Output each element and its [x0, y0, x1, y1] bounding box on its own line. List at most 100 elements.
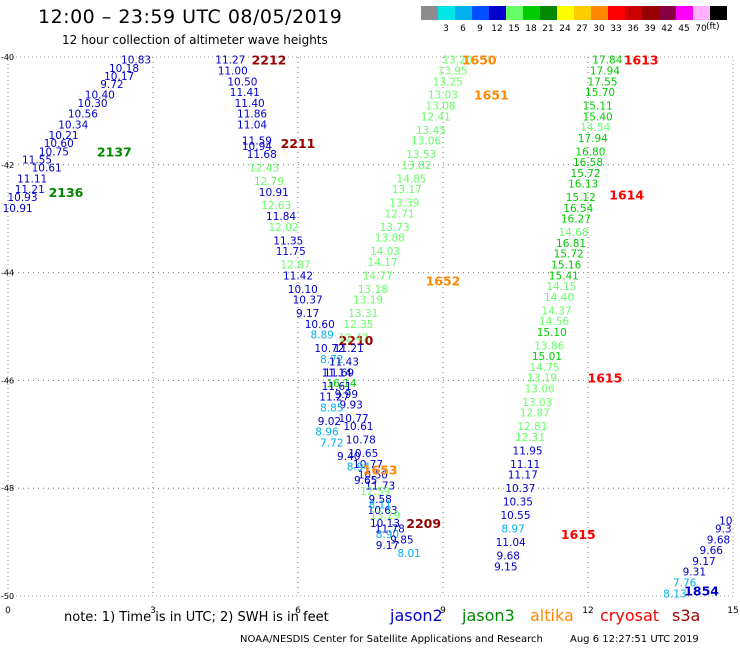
wave-height-value: 15.40	[583, 111, 613, 123]
lat-tick-label: -44	[1, 269, 14, 278]
wave-height-value: 13.08	[426, 101, 456, 113]
wave-height-value: 16.81	[556, 238, 586, 250]
wave-height-value: 10.10	[288, 284, 318, 296]
wave-height-value: 10.63	[368, 505, 398, 517]
wave-height-value: 15.01	[532, 351, 562, 363]
wave-height-value: 14.03	[370, 246, 400, 258]
chart-title: 12:00 – 23:59 UTC 08/05/2019	[38, 6, 343, 28]
pass-time-label: 2209	[406, 516, 441, 531]
colorbar-swatch	[608, 6, 625, 20]
wave-height-value: 14.40	[544, 292, 574, 304]
wave-height-value: 13.53	[406, 149, 436, 161]
colorbar-label: 6	[460, 24, 466, 34]
wave-height-value: 11.27	[215, 55, 245, 67]
wave-height-value: 15.72	[554, 249, 584, 261]
wave-height-value: 15.10	[537, 327, 567, 339]
wave-height-value: 10.91	[259, 187, 289, 199]
pass-time-label: 1615	[561, 527, 596, 542]
wave-height-value: 11.11	[17, 173, 47, 185]
wave-height-value: 13.25	[433, 76, 463, 88]
colorbar-swatch	[506, 6, 523, 20]
wave-height-value: 13.95	[438, 65, 468, 77]
wave-height-value: 10.91	[3, 203, 33, 215]
pass-time-label: 1652	[426, 274, 461, 289]
wave-height-value: 16.58	[573, 157, 603, 169]
wave-height-value: 9.31	[683, 567, 706, 579]
wave-height-value: 11.84	[266, 211, 296, 223]
wave-height-value: 10.35	[503, 497, 533, 509]
wave-height-value: 10.93	[7, 192, 37, 204]
wave-height-value: 9.40	[337, 451, 360, 463]
wave-height-value: 14.77	[363, 270, 393, 282]
wave-height-value: 11.27	[319, 392, 349, 404]
wave-height-value: 9.65	[354, 475, 377, 487]
wave-height-value: 10.37	[505, 483, 535, 495]
wave-height-value: 11.95	[513, 445, 543, 457]
colorbar-label: 70	[695, 24, 707, 34]
wave-height-value: 15.16	[551, 260, 581, 272]
pass-time-label: 2137	[97, 144, 132, 159]
wave-height-value: 9.17	[692, 556, 715, 568]
wave-height-value: 15.70	[585, 87, 615, 99]
wave-height-value: 10.40	[85, 90, 115, 102]
wave-height-value: 15.41	[549, 270, 579, 282]
wave-height-value: 10.94	[242, 141, 272, 153]
credit-text: NOAA/NESDIS Center for Satellite Applica…	[240, 634, 543, 645]
colorbar-swatch	[557, 6, 574, 20]
wave-height-value: 8.72	[320, 354, 343, 366]
wave-height-value: 10.61	[343, 421, 373, 433]
wave-height-value: 9.66	[700, 545, 724, 557]
wave-height-value: 14.17	[368, 257, 398, 269]
wave-height-value: 11.55	[22, 154, 52, 166]
wave-height-value: 9.17	[296, 308, 319, 320]
colorbar-label: 9	[477, 24, 483, 34]
wave-height-value: 14.15	[546, 281, 576, 293]
wave-height-value: 12.87	[281, 260, 311, 272]
wave-height-value: 9.3	[715, 524, 732, 536]
wave-height-value: 11.43	[329, 357, 359, 369]
lat-tick-label: -40	[1, 53, 14, 62]
colorbar-label: 24	[559, 24, 571, 34]
wave-height-value: 10.72	[314, 343, 344, 355]
wave-height-value: 12.35	[343, 319, 373, 331]
wave-height-value: 13.39	[389, 198, 419, 210]
wave-height-value: 11.86	[237, 109, 267, 121]
colorbar-swatch	[693, 6, 710, 20]
wave-height-value: 10.30	[78, 98, 108, 110]
pass-time-label: 1653	[363, 462, 398, 477]
wave-height-value: 14.68	[558, 227, 588, 239]
note-text: note: 1) Time is in UTC; 2) SWH is in fe…	[64, 610, 329, 625]
wave-height-value: 13.18	[358, 284, 388, 296]
wave-height-value: 13.45	[416, 125, 446, 137]
wave-height-value: 10.17	[104, 71, 134, 83]
wave-height-value: 8.01	[397, 548, 420, 560]
wave-height-value: 11.59	[242, 136, 272, 148]
pass-time-label: 1613	[624, 53, 659, 68]
wave-height-value: 9.93	[339, 400, 362, 412]
colorbar-label: 3	[443, 24, 449, 34]
wave-height-value: 13.73	[380, 222, 410, 234]
chart-subtitle: 12 hour collection of altimeter wave hei…	[62, 33, 328, 47]
wave-height-value: 11.69	[324, 367, 354, 379]
wave-height-value: 10.77	[339, 413, 369, 425]
colorbar-swatch	[591, 6, 608, 20]
wave-height-value: 11.35	[273, 235, 303, 247]
wave-height-value: 14.37	[542, 305, 572, 317]
wave-height-value: 10.60	[44, 138, 74, 150]
lon-tick-label: 9	[440, 606, 446, 616]
lat-tick-label: -42	[1, 161, 14, 170]
wave-height-value: 13.86	[534, 340, 564, 352]
legend-item-jason3: jason3	[462, 606, 515, 625]
wave-height-value: 11.61	[322, 381, 352, 393]
wave-height-value: 10.37	[293, 295, 323, 307]
wave-height-value: 13.19	[527, 373, 557, 385]
wave-height-value: 16.27	[561, 214, 591, 226]
wave-height-value: 11.73	[365, 481, 395, 493]
wave-height-value: 9.02	[318, 416, 341, 428]
lat-tick-label: -46	[1, 376, 14, 385]
wave-height-value: 14.56	[539, 316, 569, 328]
wave-height-value: 16.13	[568, 179, 598, 191]
wave-height-value: 9.68	[497, 551, 520, 563]
wave-height-value: 14.75	[529, 362, 559, 374]
